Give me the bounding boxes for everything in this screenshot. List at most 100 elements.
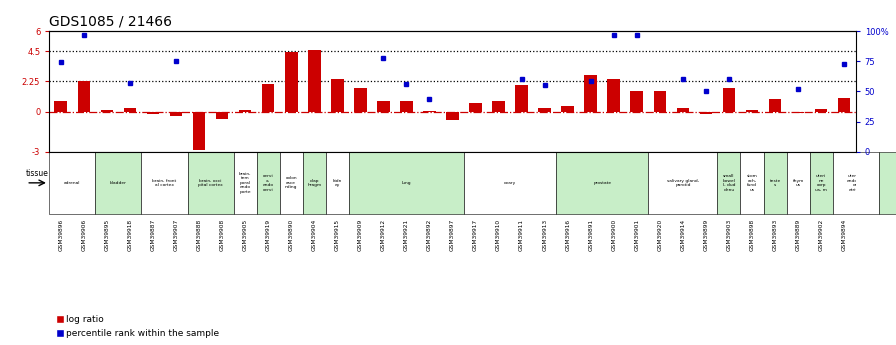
Text: brain, front
al cortex: brain, front al cortex [152, 179, 177, 187]
Bar [193, 111, 205, 150]
Bar [401, 101, 413, 111]
Bar [653, 91, 667, 111]
Text: salivary gland,
parotid: salivary gland, parotid [667, 179, 699, 187]
Text: thym
us: thym us [792, 179, 804, 187]
Text: GSM39915: GSM39915 [335, 219, 340, 251]
Bar [838, 98, 850, 111]
Bar [538, 108, 551, 111]
Bar [147, 111, 159, 114]
Text: GSM39897: GSM39897 [450, 219, 455, 251]
Text: GSM39893: GSM39893 [772, 219, 778, 251]
Bar [280, 152, 303, 214]
Text: GSM39890: GSM39890 [289, 219, 294, 251]
Text: GSM39905: GSM39905 [243, 219, 247, 251]
Text: ovary: ovary [504, 181, 516, 185]
Bar [470, 104, 482, 111]
Bar [700, 111, 712, 114]
Text: cervi
x,
endo
cervi: cervi x, endo cervi [263, 174, 273, 192]
Text: GSM39910: GSM39910 [496, 219, 501, 251]
Text: GSM39920: GSM39920 [658, 219, 662, 251]
Bar [95, 152, 142, 214]
Text: GSM39895: GSM39895 [104, 219, 109, 251]
Bar [607, 79, 620, 111]
Bar [810, 152, 832, 214]
Text: GSM39901: GSM39901 [634, 219, 640, 251]
Bar [879, 152, 896, 214]
Bar [354, 88, 366, 111]
Text: GSM39896: GSM39896 [58, 219, 64, 251]
Text: GSM39903: GSM39903 [727, 219, 731, 251]
Text: GSM39906: GSM39906 [82, 219, 86, 251]
Text: GSM39902: GSM39902 [819, 219, 823, 251]
Bar [303, 152, 326, 214]
Bar [331, 79, 344, 111]
Text: GSM39921: GSM39921 [404, 219, 409, 251]
Bar [262, 84, 274, 111]
Text: GSM39889: GSM39889 [796, 219, 801, 251]
Bar [814, 109, 828, 111]
Text: uterus,
endomy
om
etrium: uterus, endomy om etrium [847, 174, 865, 192]
Text: GSM39913: GSM39913 [542, 219, 547, 251]
Text: GSM39909: GSM39909 [358, 219, 363, 251]
Bar [256, 152, 280, 214]
Text: brain, occi
pital cortex: brain, occi pital cortex [198, 179, 223, 187]
Text: GDS1085 / 21466: GDS1085 / 21466 [49, 14, 172, 29]
Bar [649, 152, 718, 214]
Text: brain,
tem
poral
endo
porte: brain, tem poral endo porte [239, 172, 252, 194]
Text: prostate: prostate [593, 181, 611, 185]
Bar [562, 106, 574, 111]
Bar [584, 75, 597, 111]
Bar [100, 110, 113, 111]
Bar [446, 111, 459, 120]
Text: small
bowel
l, dud
denu: small bowel l, dud denu [722, 174, 736, 192]
Bar [124, 108, 136, 111]
Text: GSM39908: GSM39908 [220, 219, 225, 251]
Text: GSM39914: GSM39914 [680, 219, 685, 251]
Bar [832, 152, 879, 214]
Text: GSM39919: GSM39919 [265, 219, 271, 251]
Text: GSM39888: GSM39888 [196, 219, 202, 251]
Bar [349, 152, 464, 214]
Bar [745, 110, 758, 111]
Bar [740, 152, 763, 214]
Bar [142, 152, 187, 214]
Bar [377, 101, 390, 111]
Text: GSM39907: GSM39907 [174, 219, 178, 251]
Text: GSM39900: GSM39900 [611, 219, 616, 251]
Bar [492, 101, 505, 111]
Text: GSM39912: GSM39912 [381, 219, 386, 251]
Bar [718, 152, 740, 214]
Text: GSM39894: GSM39894 [841, 219, 847, 251]
Text: adrenal: adrenal [65, 181, 81, 185]
Bar [769, 99, 781, 111]
Bar [787, 152, 810, 214]
Bar [55, 101, 67, 111]
Text: GSM39887: GSM39887 [151, 219, 156, 251]
Bar [216, 111, 228, 119]
Text: diap
hragm: diap hragm [307, 179, 322, 187]
Bar [763, 152, 787, 214]
Bar [723, 88, 736, 111]
Text: stom
ach,
fund
us: stom ach, fund us [746, 174, 757, 192]
Bar [631, 91, 643, 111]
Text: GSM39891: GSM39891 [588, 219, 593, 251]
Bar [556, 152, 649, 214]
Bar [187, 152, 234, 214]
Text: GSM39892: GSM39892 [426, 219, 432, 251]
Legend: log ratio, percentile rank within the sample: log ratio, percentile rank within the sa… [54, 312, 223, 341]
Bar [285, 52, 297, 111]
Text: teste
s: teste s [770, 179, 780, 187]
Bar [234, 152, 256, 214]
Text: bladder: bladder [110, 181, 127, 185]
Text: kidn
ey: kidn ey [332, 179, 342, 187]
Bar [169, 111, 183, 116]
Text: GSM39916: GSM39916 [565, 219, 570, 250]
Bar [238, 110, 252, 111]
Text: uteri
ne
corp
us, m: uteri ne corp us, m [815, 174, 827, 192]
Text: tissue: tissue [25, 169, 48, 178]
Bar [308, 50, 321, 111]
Bar [792, 111, 805, 113]
Text: GSM39904: GSM39904 [312, 219, 317, 251]
Text: GSM39917: GSM39917 [473, 219, 478, 251]
Text: GSM39911: GSM39911 [519, 219, 524, 250]
